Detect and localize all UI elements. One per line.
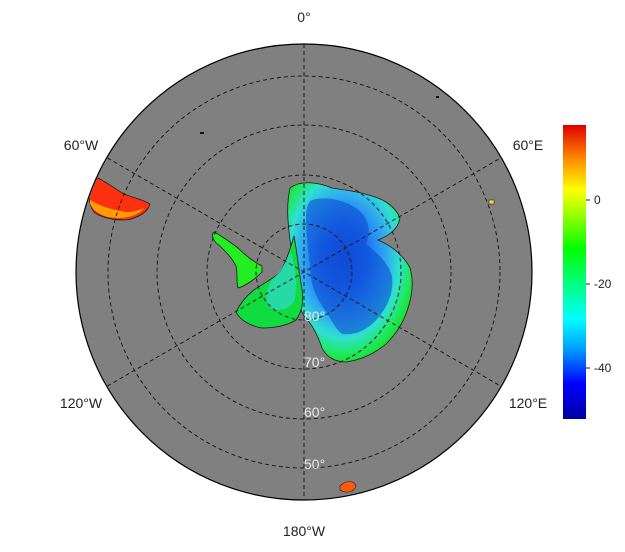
lat-label-80: 80°: [304, 308, 325, 324]
west-antarctica-interior: [266, 252, 297, 310]
island-small-2: [200, 132, 204, 134]
island-small-1: [488, 199, 495, 205]
island-small-3: [436, 96, 439, 98]
lat-circle-60: [156, 124, 452, 420]
colorbar-ramp: [563, 125, 586, 419]
ice-core: [306, 198, 393, 335]
colorbar: 0 -20 -40: [563, 125, 612, 419]
meridian-120: [107, 157, 501, 387]
lat-label-50: 50°: [304, 456, 325, 472]
lat-circle-50: [107, 75, 501, 469]
south-america-warm: [90, 200, 144, 218]
lat-label-70: 70°: [304, 354, 325, 370]
colorbar-label-neg20: -20: [594, 277, 612, 291]
lon-label-0: 0°: [297, 9, 310, 25]
lon-label-60w: 60°W: [64, 137, 99, 153]
island-south: [339, 481, 357, 493]
lat-label-60: 60°: [304, 404, 325, 420]
lat-circle-80: [255, 223, 353, 321]
lon-label-120w: 120°W: [60, 395, 103, 411]
lon-label-60e: 60°E: [513, 137, 544, 153]
lon-label-180: 180°W: [283, 523, 326, 539]
meridians: [107, 44, 501, 500]
antarctic-peninsula: [212, 231, 263, 289]
lat-circle-70: [206, 174, 402, 370]
colorbar-label-0: 0: [594, 193, 601, 207]
latitude-circles: [107, 75, 501, 469]
colorbar-label-neg40: -40: [594, 361, 612, 375]
lon-label-120e: 120°E: [509, 395, 547, 411]
